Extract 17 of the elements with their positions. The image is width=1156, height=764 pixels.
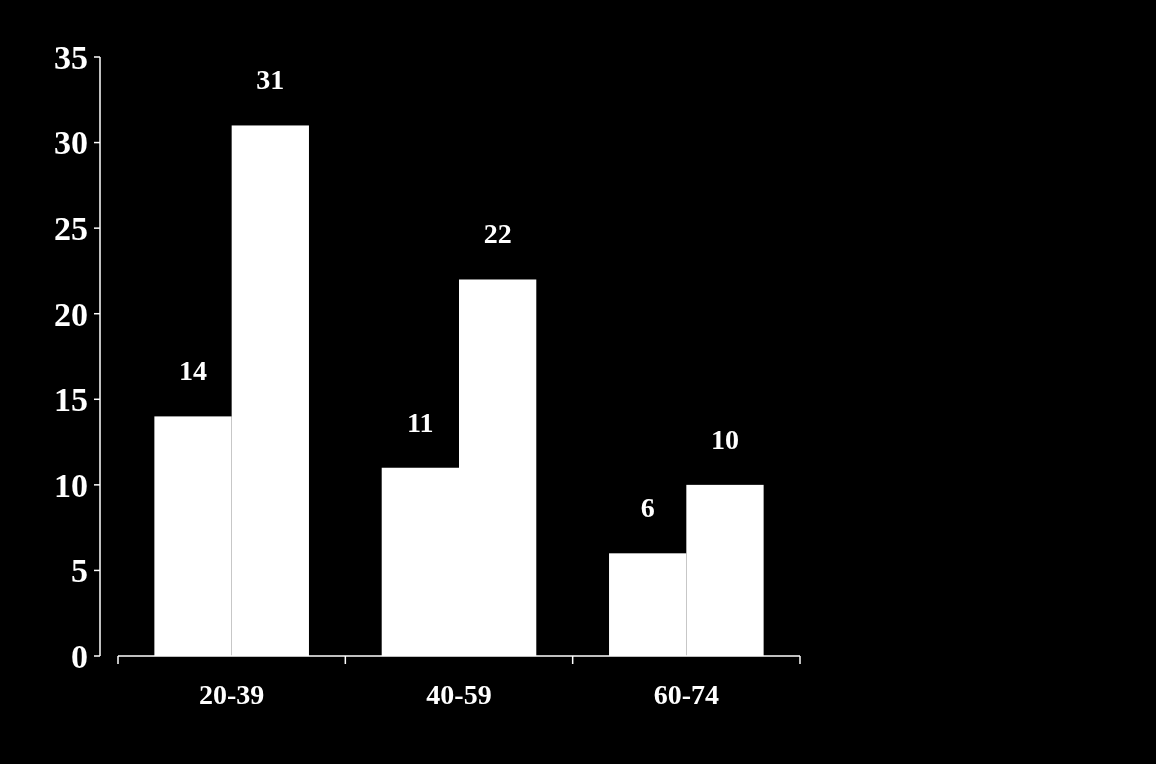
x-tick-label: 40-59 <box>426 679 492 710</box>
y-tick-label: 20 <box>54 295 88 333</box>
data-label: 10 <box>710 423 739 455</box>
y-tick-label: 5 <box>71 552 88 590</box>
data-label: 14 <box>179 355 208 387</box>
data-label: 22 <box>483 218 512 250</box>
data-label: 11 <box>407 406 434 438</box>
y-tick-label: 35 <box>54 38 88 76</box>
y-tick-label: 10 <box>54 466 88 504</box>
y-tick-label: 30 <box>54 124 88 162</box>
x-tick-label: 20-39 <box>199 679 265 710</box>
y-tick-label: 15 <box>54 381 88 419</box>
data-label: 6 <box>640 492 655 524</box>
data-label: 31 <box>256 64 285 96</box>
x-tick-label: 60-74 <box>653 679 719 710</box>
y-tick-label: 0 <box>71 637 88 675</box>
y-tick-label: 25 <box>54 210 88 248</box>
